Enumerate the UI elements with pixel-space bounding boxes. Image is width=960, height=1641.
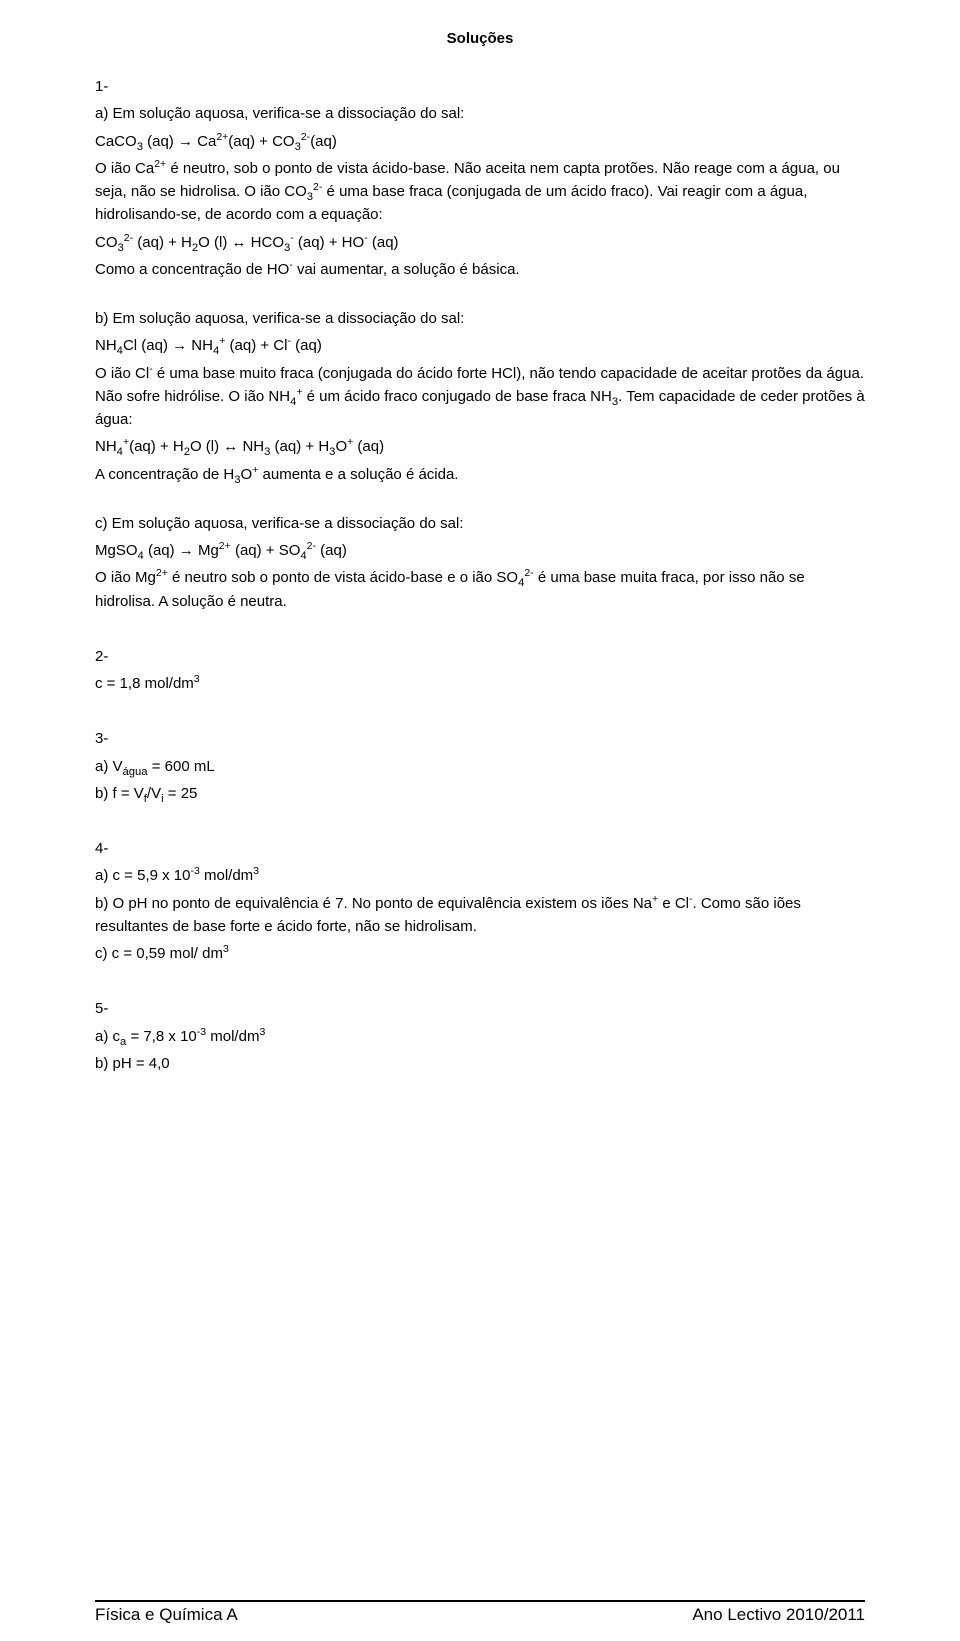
q1b-equation2: NH4+(aq) + H2O (l) ↔ NH3 (aq) + H3O+ (aq… (95, 435, 865, 458)
footer-right: Ano Lectivo 2010/2011 (692, 1605, 865, 1625)
q1b-equation: NH4Cl (aq) → NH4+ (aq) + Cl- (aq) (95, 334, 865, 357)
q1a-line1: a) Em solução aquosa, verifica-se a diss… (95, 102, 865, 125)
q4-number: 4- (95, 837, 865, 860)
q1a-conclusion: Como a concentração de HO- vai aumentar,… (95, 258, 865, 281)
page-footer: Física e Química A Ano Lectivo 2010/2011 (95, 1600, 865, 1625)
page: Soluções 1- a) Em solução aquosa, verifi… (0, 0, 960, 1641)
q5b: b) pH = 4,0 (95, 1052, 865, 1075)
q2-answer: c = 1,8 mol/dm3 (95, 672, 865, 695)
q1a-equation: CaCO3 (aq) → Ca2+(aq) + CO32-(aq) (95, 130, 865, 153)
footer-left: Física e Química A (95, 1605, 238, 1625)
q5-number: 5- (95, 997, 865, 1020)
q1c-line1: c) Em solução aquosa, verifica-se a diss… (95, 512, 865, 535)
q5a: a) ca = 7,8 x 10-3 mol/dm3 (95, 1025, 865, 1048)
q1c-equation: MgSO4 (aq) → Mg2+ (aq) + SO42- (aq) (95, 539, 865, 562)
q1-number: 1- (95, 75, 865, 98)
q1b-conclusion: A concentração de H3O+ aumenta e a soluç… (95, 463, 865, 486)
q3b: b) f = Vf/Vi = 25 (95, 782, 865, 805)
page-title: Soluções (95, 30, 865, 47)
q1c-text: O ião Mg2+ é neutro sob o ponto de vista… (95, 566, 865, 613)
q1a-equation2: CO32- (aq) + H2O (l) ↔ HCO3- (aq) + HO- … (95, 231, 865, 254)
q1b-line1: b) Em solução aquosa, verifica-se a diss… (95, 307, 865, 330)
q4b: b) O pH no ponto de equivalência é 7. No… (95, 892, 865, 939)
q3a: a) Vágua = 600 mL (95, 755, 865, 778)
q4c: c) c = 0,59 mol/ dm3 (95, 942, 865, 965)
q1b-text: O ião Cl- é uma base muito fraca (conjug… (95, 362, 865, 432)
q4a: a) c = 5,9 x 10-3 mol/dm3 (95, 864, 865, 887)
q2-number: 2- (95, 645, 865, 668)
q3-number: 3- (95, 727, 865, 750)
q1a-text: O ião Ca2+ é neutro, sob o ponto de vist… (95, 157, 865, 227)
